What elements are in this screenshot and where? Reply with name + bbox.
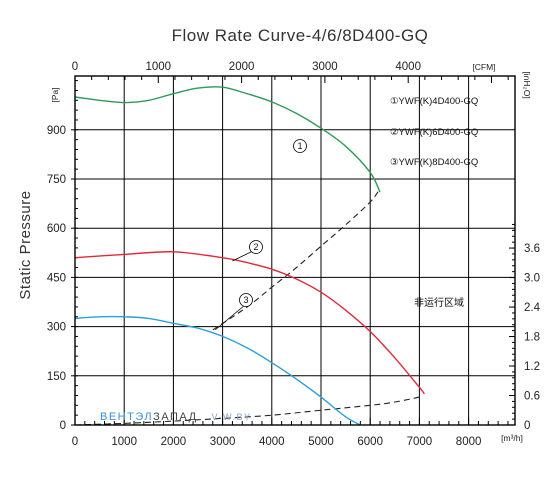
x-tick-label: 0 — [72, 436, 78, 448]
system-curve-lower — [74, 396, 420, 426]
y2-tick-label: 3.0 — [524, 273, 540, 285]
x-tick-label: 3000 — [210, 436, 236, 448]
non-operating-region-label: 非运行区域 — [414, 296, 464, 309]
x2-axis-unit: [CFM] — [472, 62, 495, 72]
x-tick-label: 2000 — [161, 436, 187, 448]
x-tick-label: 5000 — [308, 436, 334, 448]
y2-tick-label: 0.6 — [524, 391, 540, 403]
curves — [74, 86, 425, 426]
legend: ①YWF(K)4D400-GQ ②YWF(K)6D400-GQ ③YWF(K)8D4… — [390, 96, 478, 168]
x2-tick-label: 0 — [72, 61, 78, 73]
y-tick-label: 600 — [47, 223, 66, 235]
y2-axis-unit: [inH₂O] — [522, 71, 532, 98]
legend-entry-3: ③YWF(K)8D400-GQ — [390, 157, 478, 168]
y-tick-label: 450 — [47, 272, 66, 284]
watermark: ВЕНТЭЛЗАПАД V-W.BY — [100, 411, 252, 423]
plot-frame — [74, 75, 516, 426]
watermark-part-2: ЗАПАД — [153, 411, 197, 423]
y-tick-label: 900 — [47, 125, 66, 137]
x-tick-label: 6000 — [357, 436, 383, 448]
callout-number-3: 3 — [243, 295, 248, 305]
watermark-part-3: V-W.BY — [212, 412, 252, 422]
y-axis-label: Static Pressure — [17, 190, 34, 299]
x2-tick-label: 4000 — [395, 61, 421, 73]
y2-tick-label: 1.2 — [524, 361, 540, 373]
x-tick-label: 4000 — [259, 436, 285, 448]
series-line-3 — [74, 315, 361, 426]
y2-tick-label: 0 — [524, 420, 530, 432]
series-line-1 — [74, 86, 381, 193]
callout-number-2: 2 — [253, 242, 258, 252]
y2-tick-label: 3.6 — [524, 243, 540, 255]
watermark-part-1: ВЕНТЭЛ — [100, 411, 153, 423]
y-tick-label: 150 — [47, 371, 66, 383]
x-axis-unit: [m³/h] — [501, 433, 523, 443]
callout-circle-2 — [249, 240, 263, 254]
y2-tick-label: 2.4 — [524, 302, 541, 314]
y-tick-label: 0 — [60, 420, 66, 432]
x-tick-label: 1000 — [111, 436, 137, 448]
y-axis-unit: [Pa] — [50, 87, 60, 102]
x2-tick-label: 2000 — [229, 61, 255, 73]
callout-number-1: 1 — [297, 141, 302, 151]
x-tick-label: 8000 — [456, 436, 482, 448]
system-curve-upper — [212, 188, 381, 331]
y-tick-label: 300 — [47, 322, 66, 334]
callout-circle-1 — [293, 139, 307, 153]
curve-markers: 1 2 3 — [214, 139, 307, 331]
grid — [75, 76, 515, 425]
x2-tick-label: 3000 — [312, 61, 338, 73]
series-line-2 — [74, 251, 425, 395]
legend-entry-2: ②YWF(K)6D400-GQ — [390, 127, 478, 138]
x2-tick-label: 1000 — [146, 61, 172, 73]
y2-tick-label: 1.8 — [524, 332, 540, 344]
legend-entry-1: ①YWF(K)4D400-GQ — [390, 96, 478, 107]
callout-circle-3 — [239, 293, 253, 307]
y-tick-label: 750 — [47, 174, 66, 186]
x-tick-label: 7000 — [407, 436, 433, 448]
chart-title: Flow Rate Curve-4/6/8D400-GQ — [172, 26, 429, 45]
